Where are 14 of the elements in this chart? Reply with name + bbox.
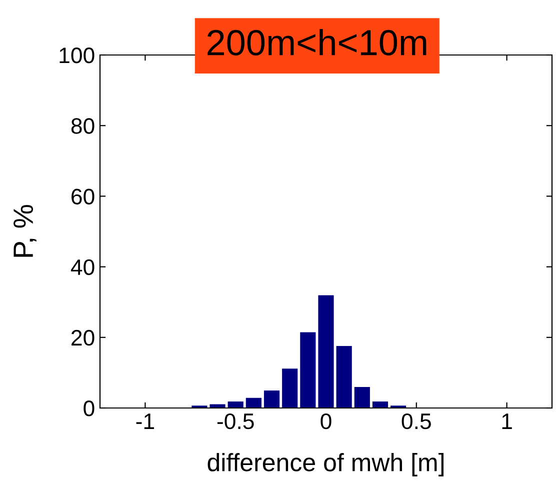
y-tick-label: 40 [70,259,94,276]
y-tick-label: 20 [72,330,94,346]
x-tick-label: 1 [502,414,512,429]
y-tick-label: 80 [71,118,94,134]
chart-title: 200m<h<10m [208,28,426,56]
x-tick-label: 0 [320,413,332,430]
y-axis-title: P, % [14,204,36,257]
x-tick-label: -0.5 [217,413,254,430]
x-axis-title: difference of mwh [m] [208,453,444,476]
y-tick-label: 60 [72,188,94,204]
x-tick-label: 0.5 [402,413,431,430]
y-tick-label: 0 [84,400,94,416]
x-tick-label: -1 [136,414,154,429]
y-tick-label: 100 [60,48,94,64]
